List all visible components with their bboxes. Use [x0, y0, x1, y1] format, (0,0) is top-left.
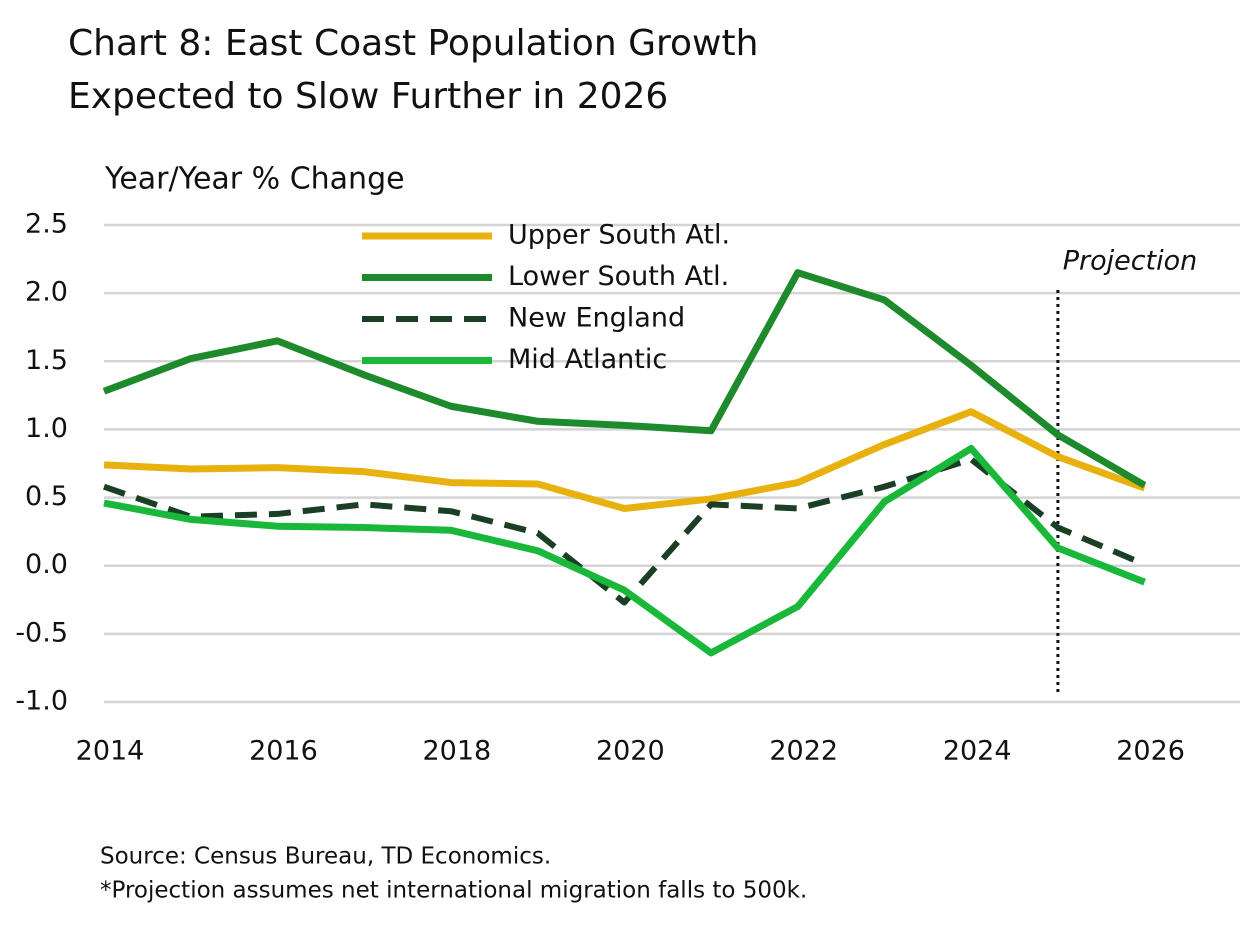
x-tick-label: 2018 [423, 736, 492, 767]
series-line [103, 408, 1146, 512]
y-axis-label: Year/Year % Change [104, 162, 405, 197]
x-tick-label: 2026 [1116, 736, 1185, 767]
series-line [103, 445, 1146, 657]
note: *Projection assumes net international mi… [100, 878, 807, 904]
series-line [103, 456, 1146, 606]
legend-label: Lower South Atl. [508, 261, 729, 292]
legend-label: New England [508, 303, 685, 334]
y-tick-label: -0.5 [15, 617, 68, 648]
source: Source: Census Bureau, TD Economics. [100, 844, 551, 870]
chart-title: Chart 8: East Coast Population Growth [68, 23, 758, 64]
legend-label: Upper South Atl. [508, 220, 730, 251]
x-tick-label: 2014 [76, 736, 145, 767]
y-tick-label: -1.0 [15, 686, 68, 717]
x-tick-label: 2020 [596, 736, 665, 767]
projection-label: Projection [1063, 246, 1198, 277]
y-tick-label: 0.5 [25, 481, 68, 512]
y-tick-label: 0.0 [25, 549, 68, 580]
y-tick-label: 2.5 [25, 209, 68, 240]
y-tick-label: 1.0 [25, 413, 68, 444]
y-tick-label: 2.0 [25, 277, 68, 308]
x-tick-label: 2022 [769, 736, 838, 767]
y-tick-label: 1.5 [25, 345, 68, 376]
chart-title: Expected to Slow Further in 2026 [68, 76, 668, 117]
x-tick-label: 2016 [249, 736, 318, 767]
series-line [102, 269, 1147, 489]
legend-label: Mid Atlantic [508, 344, 667, 375]
x-tick-label: 2024 [943, 736, 1012, 767]
